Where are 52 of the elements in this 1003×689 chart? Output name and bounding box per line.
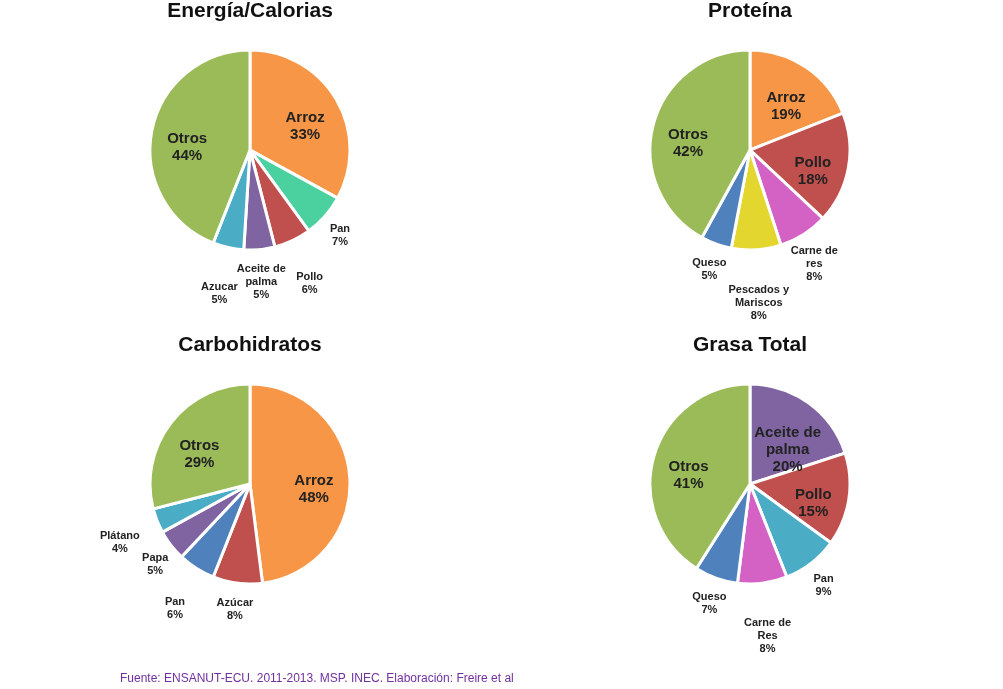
data-label: 15%	[798, 502, 829, 520]
slice-label: Pan	[813, 571, 834, 584]
data-label: 8%	[759, 641, 776, 654]
slice-label: Queso	[692, 255, 727, 268]
data-label: 20%	[772, 457, 803, 475]
slice-label: Azucar	[201, 279, 239, 292]
slice-label: Arroz	[294, 470, 334, 488]
data-label: 5%	[253, 288, 270, 301]
slice-label: Queso	[692, 589, 727, 602]
chart-title: Proteína	[707, 0, 793, 21]
data-label: 48%	[298, 487, 329, 505]
slice-label: Arroz	[766, 88, 806, 106]
data-label: 8%	[227, 609, 244, 622]
chart-title: Grasa Total	[693, 332, 807, 355]
data-label: 5%	[211, 292, 228, 305]
slice-label: Otros	[167, 129, 208, 147]
data-label: 7%	[701, 602, 718, 615]
slice-label: Pan	[329, 222, 351, 235]
slice-label: Pollo	[794, 485, 832, 503]
slice-label: Pan	[164, 595, 186, 608]
data-label: 19%	[770, 105, 801, 123]
slice-label: Otros	[179, 435, 220, 453]
data-label: 44%	[172, 146, 203, 164]
chart-title: Carbohidratos	[178, 332, 322, 355]
data-label: 6%	[301, 282, 318, 295]
data-label: 7%	[332, 235, 349, 248]
data-label: 42%	[673, 142, 704, 160]
data-label: 9%	[815, 584, 832, 597]
data-label: 8%	[806, 270, 823, 283]
data-label: 41%	[673, 474, 704, 492]
data-label: 4%	[111, 541, 128, 554]
data-label: 5%	[147, 563, 164, 576]
slice-label: Carne de res	[790, 244, 838, 270]
slice-label: Plátano	[99, 528, 140, 541]
chart-title: Energía/Calorias	[167, 0, 333, 21]
slice-label: Azúcar	[216, 596, 255, 609]
slice-label: Pescados y Mariscos	[728, 282, 790, 308]
slice-label: Otros	[668, 457, 709, 475]
slice-label: Papa	[142, 550, 170, 563]
slice-label: Pollo	[794, 152, 832, 170]
data-label: 33%	[290, 125, 321, 143]
data-label: 8%	[750, 308, 767, 321]
data-label: 29%	[184, 452, 215, 470]
source-note: Fuente: ENSANUT-ECU. 2011-2013. MSP. INEC. Elaboración: Freire et al	[120, 671, 514, 685]
data-label: 18%	[797, 169, 828, 187]
data-label: 5%	[701, 268, 718, 281]
slice-label: Carne de Res	[744, 615, 792, 641]
data-label: 6%	[167, 608, 184, 621]
slice-label: Arroz	[285, 108, 325, 126]
slice-label: Pollo	[296, 269, 324, 282]
slice-label: Aceite de palma	[754, 423, 821, 458]
slice-label: Otros	[668, 125, 709, 143]
